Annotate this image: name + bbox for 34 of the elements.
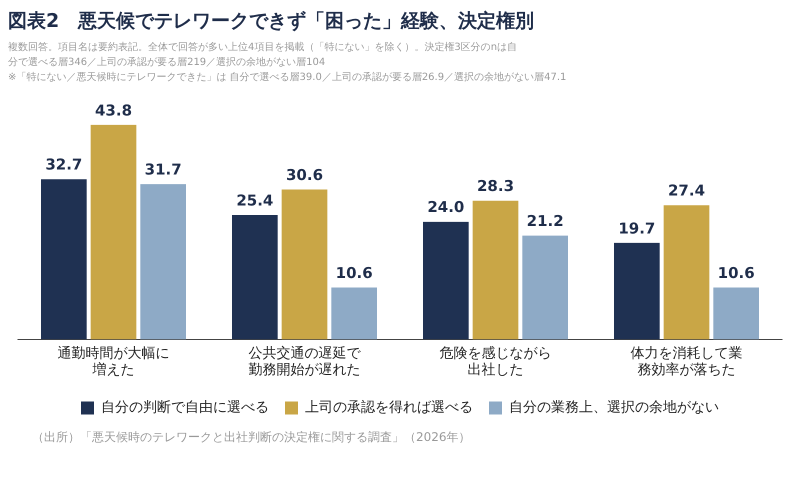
bar [40, 179, 87, 340]
bar [472, 200, 518, 340]
bar [90, 124, 136, 340]
bar [140, 184, 186, 340]
bar [331, 287, 378, 340]
bar [522, 236, 568, 340]
data-label: 30.6 [286, 166, 324, 184]
data-label: 43.8 [94, 101, 132, 120]
data-label: 31.7 [144, 160, 182, 179]
data-label: 24.0 [427, 198, 464, 216]
bar [713, 287, 760, 340]
bar [282, 190, 328, 340]
bar [232, 214, 278, 340]
x-tick-label: 体力を消耗して業務効率が落ちた [630, 345, 742, 378]
x-tick-label: 危険を感じながら出社した [440, 345, 552, 378]
bar [614, 242, 660, 340]
data-label: 10.6 [336, 264, 373, 282]
legend-label: 自分の業務上、選択の余地がない [509, 400, 719, 416]
x-tick-label: 公共交通の遅延で勤務開始が遅れた [248, 345, 362, 378]
data-label: 32.7 [45, 156, 82, 174]
data-label: 28.3 [476, 177, 514, 196]
text: （出所）「悪天候時のテレワークと出社判断の決定権に関する調査」（2026年） [32, 429, 472, 446]
data-label: 25.4 [236, 191, 274, 210]
bar [422, 222, 469, 340]
data-label: 19.7 [618, 219, 656, 238]
chart-subtitle: 複数回答。項目名は要約表記。全体で回答が多い上位4項目を掲載（「特にない」を除く）。決定権3区分のnは自分で選べる層346／上司の承認が要る層219／選択の余地がない層104 ※「特にない／悪天候時にテレワークできた」は 自分で選べる層39.0／上司の承認が要る層26.9／選択の余地がない層47.1 [8, 40, 568, 85]
x-tick-label: 通勤時間が大幅に増えた [58, 345, 170, 378]
legend-label: 上司の承認を得れば選べる [305, 400, 473, 416]
legend-label: 自分の判断で自由に選べる [101, 400, 269, 416]
data-label: 27.4 [668, 182, 706, 200]
bar [664, 205, 710, 340]
chart-title: 図表2 悪天候でテレワークできず「困った」経験、決定権別 [8, 9, 536, 34]
data-label: 10.6 [718, 264, 755, 282]
data-label: 21.2 [526, 212, 564, 230]
